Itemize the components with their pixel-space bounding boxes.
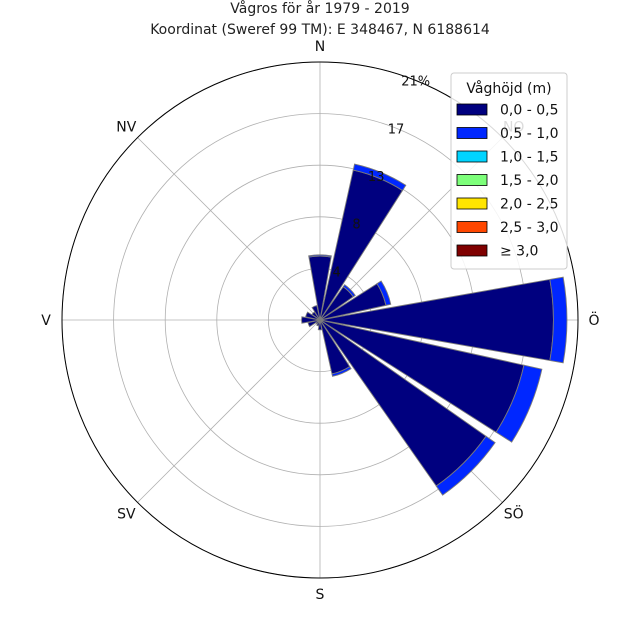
sector-2-bin-1 (342, 284, 356, 298)
direction-label-sv: SV (117, 507, 136, 523)
chart-title: Vågros för år 1979 - 2019 (230, 0, 409, 17)
direction-label-v: V (41, 313, 51, 329)
legend-label-4: 1,5 - 2,0 (500, 173, 558, 189)
grid-spoke-nv (137, 137, 321, 321)
direction-label-n: N (315, 39, 325, 55)
grid-spoke-sv (137, 319, 321, 503)
radial-tick-label-3: 13 (368, 170, 385, 185)
legend-swatch-5 (456, 197, 488, 210)
direction-label-s: S (316, 587, 325, 603)
axis-labels: NNOÖSÖSSVVNV48131721% (41, 39, 599, 603)
sector-3-bin-1 (376, 280, 392, 306)
legend-swatch-6 (456, 221, 488, 233)
sector-0-bin-1 (308, 254, 332, 258)
sector-4-bin-1 (549, 276, 568, 364)
sector-1-bin-1 (352, 163, 407, 192)
direction-label-nv: NV (116, 119, 136, 135)
legend-label-2: 0,5 - 1,0 (500, 126, 558, 142)
radial-tick-label-5: 21% (401, 75, 430, 90)
sector-6-bin-1 (435, 435, 496, 496)
legend-swatch-3 (456, 150, 488, 163)
polar-frame (61, 61, 579, 579)
rose-sectors (301, 163, 568, 496)
outer-circle (61, 61, 579, 579)
legend-label-5: 2,0 - 2,5 (500, 197, 558, 213)
legend-label-7: ≥ 3,0 (500, 244, 538, 260)
legend-entries: 0,0 - 0,5 0,5 - 1,0 1,0 - 1,5 1,5 - 2,0 2,0 … (456, 103, 558, 260)
sector-11-bin-0 (307, 319, 321, 328)
chart-subtitle: Koordinat (Sweref 99 TM): E 348467, N 61… (150, 22, 490, 38)
radial-tick-label-2: 8 (352, 218, 360, 233)
legend-label-3: 1,0 - 1,5 (500, 150, 558, 166)
direction-label-ö: Ö (588, 311, 599, 329)
legend-label-1: 0,0 - 0,5 (500, 103, 558, 119)
sector-7-bin-1 (331, 366, 352, 377)
legend-label-6: 2,5 - 3,0 (500, 220, 558, 236)
legend-title: Våghöjd (m) (466, 80, 551, 97)
radial-tick-label-4: 17 (388, 122, 405, 137)
legend-swatch-2 (456, 127, 488, 139)
legend-swatch-1 (456, 103, 488, 116)
radial-tick-label-1: 4 (333, 265, 341, 280)
sector-15-bin-0 (311, 305, 321, 321)
direction-label-sö: SÖ (504, 505, 524, 523)
sector-5-bin-1 (495, 364, 543, 443)
legend: Våghöjd (m) 0,0 - 0,5 0,5 - 1,0 1,0 - 1,5 1… (450, 72, 568, 270)
sector-8-bin-0 (317, 319, 323, 331)
legend-swatch-7 (456, 244, 488, 257)
sector-12-bin-0 (301, 316, 321, 324)
legend-frame (450, 72, 568, 270)
legend-swatch-4 (456, 174, 488, 186)
